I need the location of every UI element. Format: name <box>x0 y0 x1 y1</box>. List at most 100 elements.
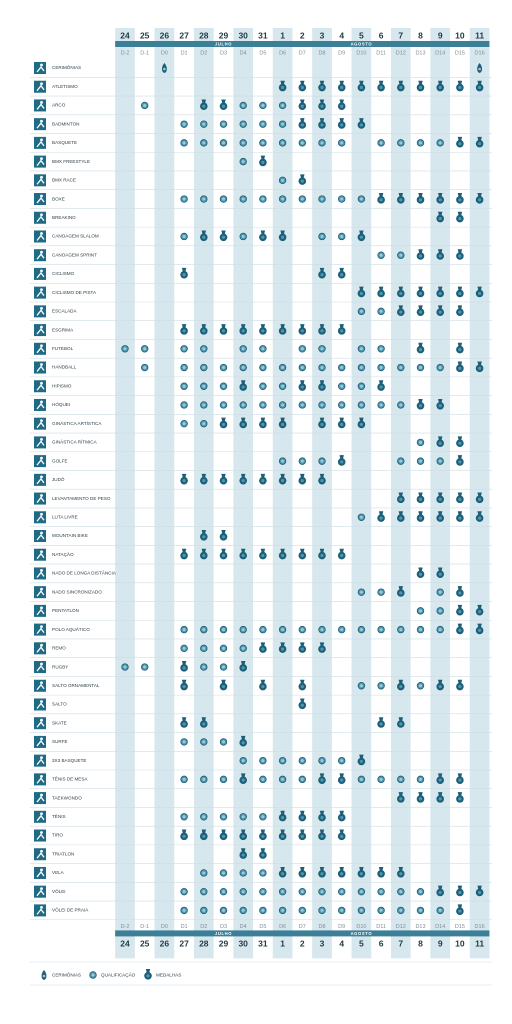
day-code: D1 <box>181 924 188 930</box>
qualification-core <box>241 646 245 650</box>
qualification-core <box>222 815 225 819</box>
medal-ribbon <box>319 324 325 329</box>
date-label: 6 <box>379 939 384 949</box>
qualification-core <box>438 459 442 463</box>
qualification-core <box>300 628 304 632</box>
medal-ribbon <box>300 698 305 703</box>
event-cell <box>357 401 366 409</box>
medal-ribbon <box>378 80 384 85</box>
day-code: D5 <box>259 50 266 56</box>
event-cell <box>121 663 129 671</box>
qualification-core <box>241 197 245 201</box>
medal-ribbon <box>398 866 403 871</box>
event-cell <box>377 401 385 409</box>
qualification-core <box>241 366 245 370</box>
medal-ribbon <box>339 548 344 553</box>
sport-icon-head <box>40 82 43 86</box>
sport-name: CANOAGEM SLALOM <box>52 234 99 239</box>
event-cell <box>298 80 307 92</box>
event-cell <box>318 417 326 429</box>
sport-name: TÊNIS <box>52 812 66 819</box>
qualification-core <box>340 628 344 632</box>
sport-icon-head <box>40 812 43 816</box>
medal-ribbon <box>241 473 246 478</box>
medal-shine <box>478 142 482 146</box>
event-cell <box>200 829 208 841</box>
sport-icon-body <box>36 122 45 129</box>
date-label: 24 <box>120 30 130 40</box>
event-cell <box>456 604 464 616</box>
event-cell <box>357 417 366 429</box>
event-cell <box>278 473 287 485</box>
sport-icon-body <box>36 664 45 672</box>
event-cell <box>338 232 346 241</box>
event-cell <box>397 363 405 372</box>
qualification-core <box>202 740 206 744</box>
event-cell <box>180 775 188 784</box>
event-cell <box>200 717 208 728</box>
event-cell <box>200 120 208 128</box>
medal-shine <box>418 254 423 258</box>
event-cell <box>318 324 326 335</box>
qualification-core <box>438 908 442 912</box>
event-cell <box>180 345 188 353</box>
sport-name: 3X3 BASQUETE <box>52 758 86 763</box>
medal-shine <box>241 741 245 745</box>
qualification-core <box>281 197 285 201</box>
medal-ribbon <box>438 773 443 778</box>
event-cell <box>456 679 464 691</box>
qualification-core <box>359 366 363 370</box>
event-cell <box>337 99 346 111</box>
medal-shine <box>241 666 245 670</box>
medal-ribbon <box>300 548 305 553</box>
medal-ribbon <box>319 548 325 553</box>
sport-icon-body <box>36 833 45 840</box>
event-cell <box>298 756 306 765</box>
sport-icon-body <box>36 646 45 653</box>
sport-icon-head <box>40 774 43 778</box>
event-cell <box>338 887 346 896</box>
medal-shine <box>438 441 442 445</box>
medal-shine <box>320 123 324 127</box>
sport-name: NADO SINCRONIZADO <box>52 589 102 594</box>
medal-ribbon <box>181 679 187 684</box>
event-cell <box>239 887 247 896</box>
medal-shine <box>359 235 363 239</box>
sport-icon-body <box>36 365 45 372</box>
sport-icon-body <box>36 402 45 410</box>
medal-shine <box>281 553 285 558</box>
medal-ribbon <box>418 492 423 497</box>
sport-name: REMO <box>52 646 66 651</box>
medal-shine <box>399 198 403 202</box>
qualification-core <box>359 628 363 632</box>
event-cell <box>397 679 405 691</box>
medal-shine <box>418 797 423 801</box>
sport-icon-head <box>40 849 43 853</box>
event-cell <box>259 195 267 203</box>
medal-shine <box>281 85 285 90</box>
event-cell <box>180 419 188 428</box>
day-code: D4 <box>240 924 247 930</box>
qualification-core <box>202 384 206 388</box>
medal-ribbon <box>300 679 305 684</box>
date-label: 9 <box>438 939 443 949</box>
sport-icon-head <box>40 868 43 872</box>
medal-shine <box>261 684 265 689</box>
event-cell <box>219 829 228 841</box>
event-cell <box>180 232 188 241</box>
medal-ribbon <box>457 80 463 85</box>
event-cell <box>140 363 149 372</box>
event-cell <box>298 810 307 822</box>
column-band <box>312 28 332 959</box>
event-cell <box>278 401 287 409</box>
medal-ribbon <box>457 492 463 497</box>
event-cell <box>180 829 188 841</box>
event-cell <box>259 548 267 560</box>
date-label: 27 <box>179 939 189 949</box>
event-cell <box>200 230 208 242</box>
qualification-core <box>320 459 324 463</box>
medal-ribbon <box>477 511 482 516</box>
qualification-core <box>222 122 225 126</box>
medal-ribbon <box>418 792 423 797</box>
day-code: D4 <box>240 50 247 56</box>
